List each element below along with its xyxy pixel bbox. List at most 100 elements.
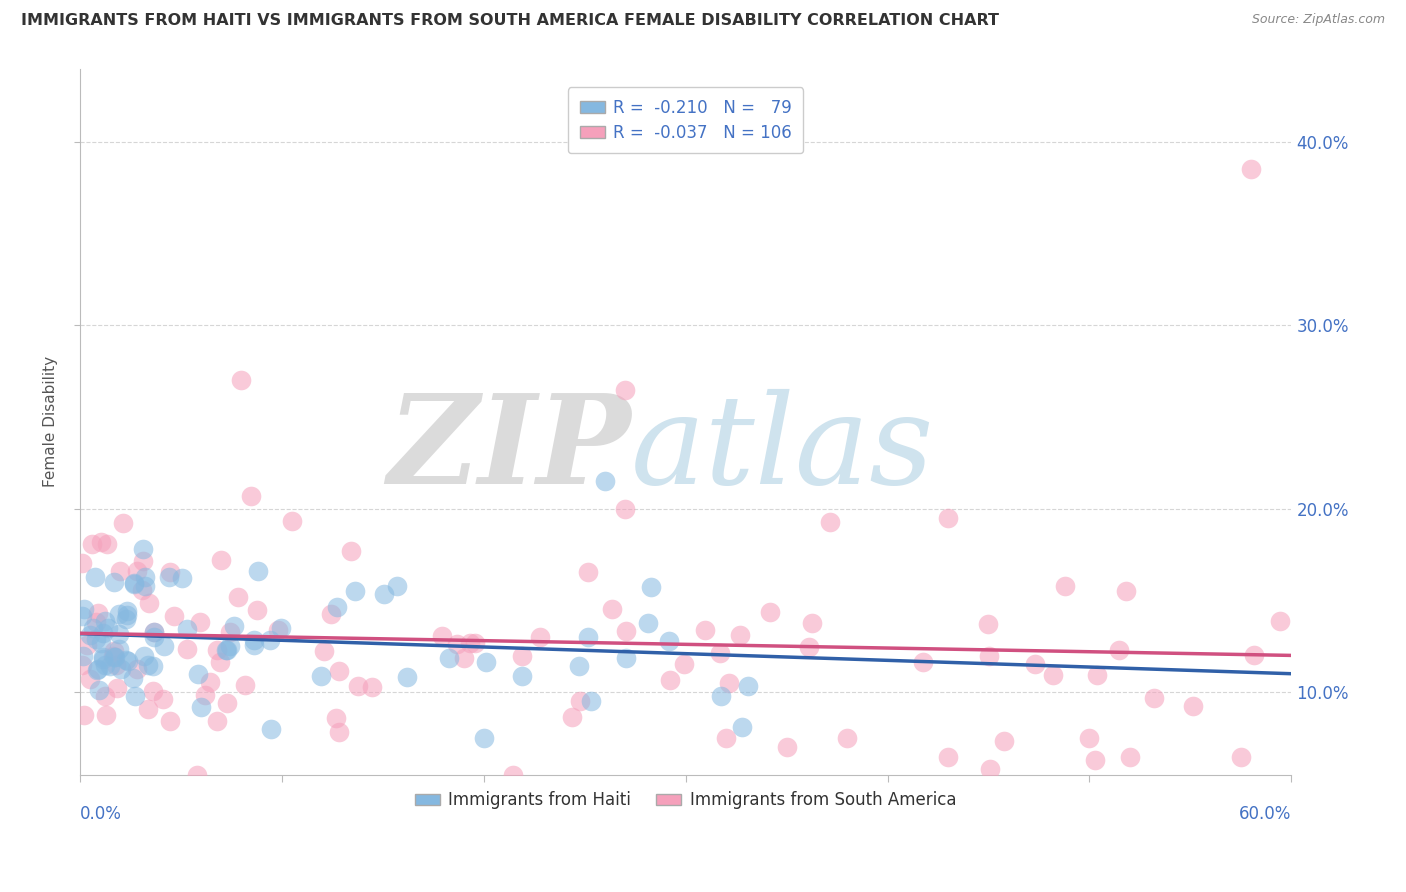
Point [104, 650, 127, 665]
Point [198, 675, 221, 690]
Point [1143, 691, 1166, 706]
Point [141, 658, 163, 673]
Point [800, 616, 823, 631]
Point [108, 607, 131, 622]
Point [510, 648, 533, 663]
Point [311, 669, 333, 683]
Point [72, 601, 94, 615]
Point [361, 680, 384, 694]
Point [510, 669, 533, 683]
Point [347, 679, 370, 693]
Point [1270, 614, 1292, 628]
Point [86, 606, 108, 620]
Point [576, 631, 599, 645]
Point [977, 648, 1000, 663]
Point [103, 649, 125, 664]
Point [142, 684, 165, 698]
Point [270, 621, 292, 635]
Point [281, 514, 304, 528]
Point [117, 604, 139, 618]
Point [107, 642, 129, 657]
Point [529, 630, 551, 644]
Point [820, 515, 842, 529]
Point [187, 666, 209, 681]
Point [502, 768, 524, 782]
Point [222, 619, 245, 633]
Point [122, 577, 145, 591]
Point [328, 725, 350, 739]
Point [775, 740, 797, 755]
Point [658, 673, 681, 688]
Point [91, 652, 114, 666]
Point [134, 648, 156, 663]
Point [110, 662, 132, 676]
Point [90, 636, 112, 650]
Point [132, 541, 155, 556]
Point [977, 616, 1000, 631]
Point [396, 669, 419, 683]
Point [709, 647, 731, 661]
Point [72, 649, 94, 664]
Point [1243, 648, 1265, 662]
Point [138, 658, 160, 673]
Point [159, 565, 181, 579]
Point [209, 552, 232, 566]
Point [186, 768, 208, 782]
Point [79, 673, 101, 687]
Point [267, 623, 290, 637]
Legend: Immigrants from Haiti, Immigrants from South America: Immigrants from Haiti, Immigrants from S… [408, 785, 963, 816]
Point [640, 581, 662, 595]
Point [84, 615, 107, 629]
Point [93, 690, 115, 704]
Point [115, 653, 138, 667]
Point [87, 662, 110, 676]
Point [1078, 731, 1101, 746]
Point [132, 554, 155, 568]
Point [243, 638, 266, 652]
Point [76, 638, 98, 652]
Point [1181, 699, 1204, 714]
Point [446, 637, 468, 651]
Point [70, 609, 93, 624]
Point [94, 657, 117, 672]
Point [142, 624, 165, 639]
Point [153, 639, 176, 653]
Point [136, 702, 159, 716]
Point [105, 681, 128, 695]
Text: ZIP: ZIP [387, 389, 631, 511]
Point [1108, 642, 1130, 657]
Point [979, 762, 1001, 776]
Point [568, 658, 591, 673]
Point [710, 690, 733, 704]
Point [176, 642, 198, 657]
Point [693, 623, 716, 637]
Point [340, 544, 363, 558]
Point [328, 664, 350, 678]
Point [103, 648, 125, 663]
Point [475, 655, 498, 669]
Y-axis label: Female Disability: Female Disability [44, 356, 58, 487]
Point [94, 707, 117, 722]
Point [138, 596, 160, 610]
Point [142, 625, 165, 640]
Point [231, 374, 253, 388]
Point [714, 731, 737, 746]
Point [430, 629, 453, 643]
Point [912, 655, 935, 669]
Point [246, 602, 269, 616]
Point [616, 624, 638, 638]
Point [91, 649, 114, 664]
Point [124, 689, 146, 703]
Point [94, 614, 117, 628]
Point [163, 609, 186, 624]
Point [1085, 667, 1108, 681]
Point [86, 663, 108, 677]
Point [936, 749, 959, 764]
Point [344, 584, 367, 599]
Point [111, 516, 134, 531]
Point [205, 643, 228, 657]
Point [464, 636, 486, 650]
Point [437, 650, 460, 665]
Point [259, 632, 281, 647]
Point [260, 723, 283, 737]
